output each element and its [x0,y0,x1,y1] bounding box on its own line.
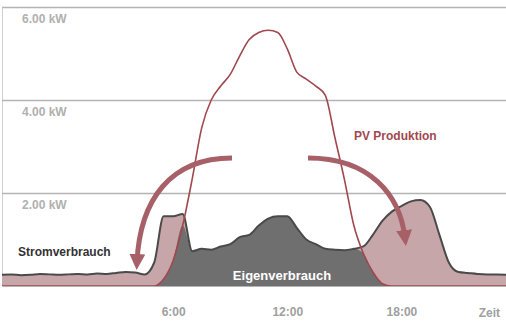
x-tick: 6:00 [162,286,186,319]
y-axis-line [2,8,3,287]
x-tick-label: 6:00 [162,305,186,319]
x-axis: 6:00 12:00 18:00 [3,286,506,319]
y-tick-label: 2.00 kW [22,198,67,212]
self-consumption-area [2,216,506,286]
pv-line [2,30,506,286]
arrow [137,158,232,262]
x-tick: 18:00 [387,286,418,319]
consumption-area [2,200,506,286]
grid-line [2,100,506,102]
y-tick: 4.00 kW [2,101,506,119]
y-tick: 6.00 kW [2,8,506,26]
grid-line [2,7,506,9]
plot-area [2,30,506,286]
y-tick-label: 4.00 kW [22,105,67,119]
chart: 2.00 kW 4.00 kW 6.00 kW 6:00 12:00 18:00 Zeit S… [0,0,506,322]
x-tick: 12:00 [272,286,303,319]
y-axis: 2.00 kW 4.00 kW 6.00 kW [2,8,506,287]
x-axis-label: Zeit [479,306,500,320]
x-tick-label: 18:00 [387,305,418,319]
arrows [137,158,405,262]
x-tick-label: 12:00 [272,305,303,319]
series-label: Stromverbrauch [18,245,111,259]
consumption-line [2,200,506,275]
x-axis-line [3,286,506,287]
arrow [308,158,405,238]
y-tick-label: 6.00 kW [22,12,67,26]
annotation: Eigenverbrauch [233,268,331,283]
grid-line [2,193,506,195]
series-label: PV Produktion [354,129,437,143]
